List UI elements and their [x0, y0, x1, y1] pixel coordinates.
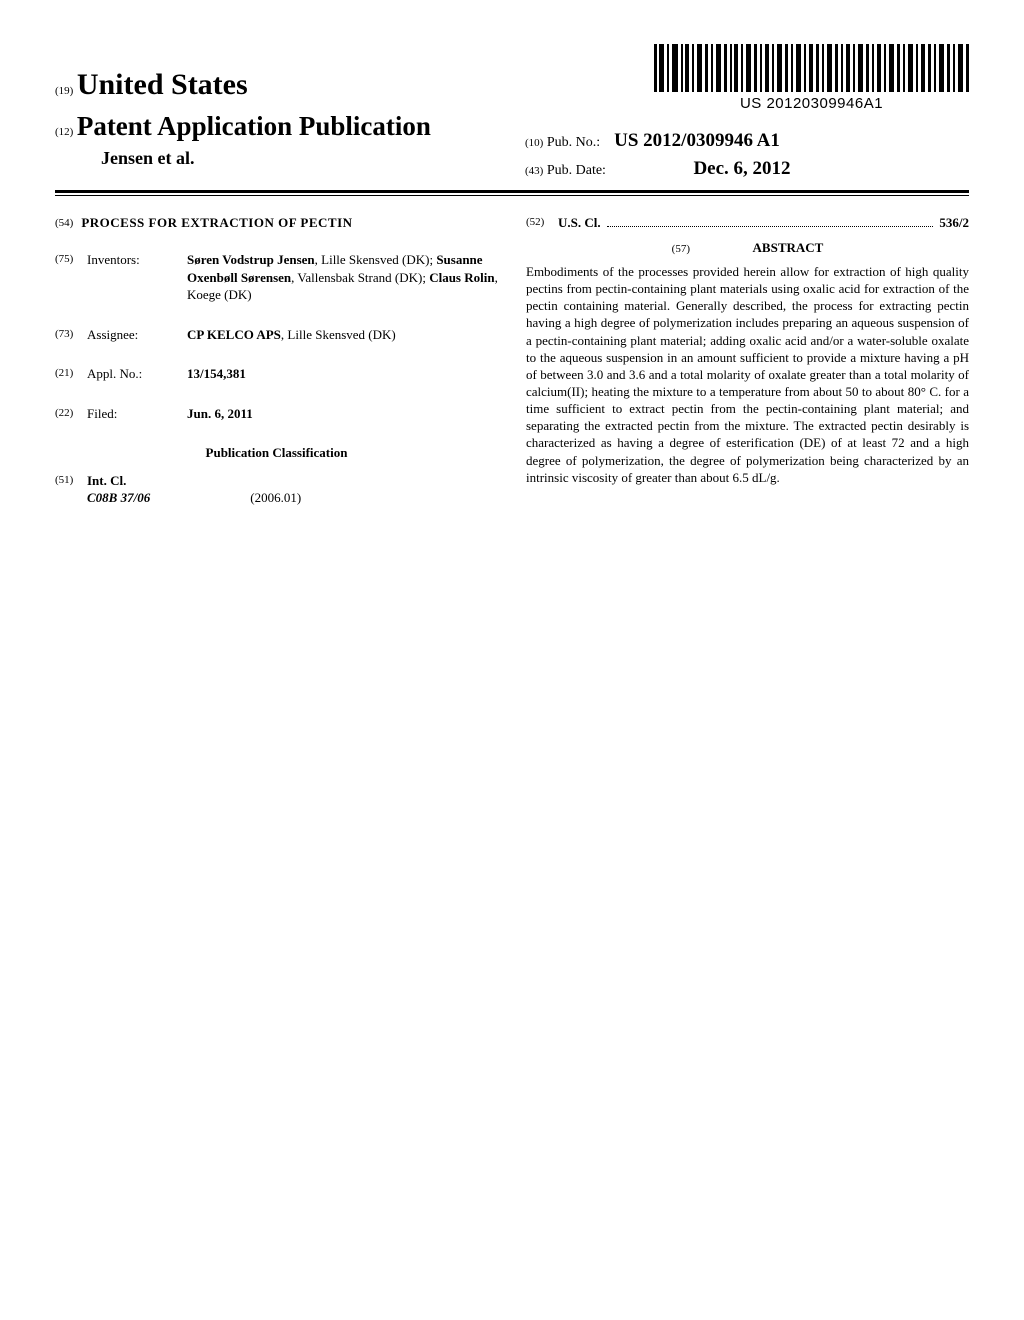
assignee-row: (73) Assignee: CP KELCO APS, Lille Skens…: [55, 326, 498, 344]
code-54: (54): [55, 214, 73, 231]
filed-label: Filed:: [87, 405, 187, 423]
right-column: (52) U.S. Cl. 536/2 (57) ABSTRACT Embodi…: [526, 214, 969, 507]
code-21: (21): [55, 365, 87, 381]
filed-row: (22) Filed: Jun. 6, 2011: [55, 405, 498, 423]
intcl-sub: C08B 37/06 (2006.01): [55, 489, 498, 507]
two-column-body: (54) PROCESS FOR EXTRACTION OF PECTIN (7…: [55, 214, 969, 507]
code-52: (52): [526, 214, 558, 232]
rule-thin: [55, 195, 969, 196]
pub-info-block: (10) Pub. No.: US 2012/0309946 A1 (43) P…: [525, 128, 791, 181]
left-column: (54) PROCESS FOR EXTRACTION OF PECTIN (7…: [55, 214, 498, 507]
intcl-row: (51) Int. Cl.: [55, 472, 498, 490]
assignee-value: CP KELCO APS, Lille Skensved (DK): [187, 326, 498, 344]
country-name: United States: [77, 68, 248, 101]
intcl-code: C08B 37/06: [87, 489, 247, 507]
uscl-value: 536/2: [939, 214, 969, 232]
barcode: US 20120309946A1: [654, 44, 969, 114]
code-73: (73): [55, 326, 87, 342]
filed-date: Jun. 6, 2011: [187, 406, 253, 421]
code-22: (22): [55, 405, 87, 421]
code-43: (43): [525, 165, 543, 177]
filed-value: Jun. 6, 2011: [187, 405, 498, 423]
intcl-label: Int. Cl.: [87, 472, 126, 490]
abstract-label: ABSTRACT: [753, 240, 824, 255]
appl-row: (21) Appl. No.: 13/154,381: [55, 365, 498, 383]
pub-no-label: Pub. No.:: [547, 135, 600, 150]
abstract-heading: (57) ABSTRACT: [526, 239, 969, 257]
appl-label: Appl. No.:: [87, 365, 187, 383]
appl-value: 13/154,381: [187, 365, 498, 383]
appl-no: 13/154,381: [187, 366, 246, 381]
code-12: (12): [55, 126, 73, 138]
code-19: (19): [55, 85, 73, 97]
right-header: US 20120309946A1: [654, 40, 969, 114]
assignee-label: Assignee:: [87, 326, 187, 344]
code-10: (10): [525, 137, 543, 149]
pub-class-heading: Publication Classification: [55, 444, 498, 462]
code-75: (75): [55, 251, 87, 267]
uscl-row: (52) U.S. Cl. 536/2: [526, 214, 969, 232]
inventors-label: Inventors:: [87, 251, 187, 269]
intcl-year: (2006.01): [250, 490, 301, 505]
title-block: (54) PROCESS FOR EXTRACTION OF PECTIN: [55, 214, 498, 232]
invention-title: PROCESS FOR EXTRACTION OF PECTIN: [81, 214, 352, 232]
assignee-loc: , Lille Skensved (DK): [281, 327, 396, 342]
us-line: (19) United States: [55, 65, 654, 106]
inventors-row: (75) Inventors: Søren Vodstrup Jensen, L…: [55, 251, 498, 304]
doc-number-small: US 20120309946A1: [654, 94, 969, 114]
assignee-name: CP KELCO APS: [187, 327, 281, 342]
rule-thick: [55, 190, 969, 193]
pub-date-value: Dec. 6, 2012: [693, 158, 790, 179]
code-51: (51): [55, 472, 87, 488]
inventors-value: Søren Vodstrup Jensen, Lille Skensved (D…: [187, 251, 498, 304]
code-57: (57): [672, 243, 690, 255]
uscl-label: U.S. Cl.: [558, 214, 601, 232]
pub-date-label: Pub. Date:: [547, 163, 606, 178]
pub-no-value: US 2012/0309946 A1: [614, 130, 780, 151]
abstract-text: Embodiments of the processes provided he…: [526, 263, 969, 486]
uscl-dots: [607, 214, 934, 228]
publication-type: Patent Application Publication: [77, 111, 431, 141]
